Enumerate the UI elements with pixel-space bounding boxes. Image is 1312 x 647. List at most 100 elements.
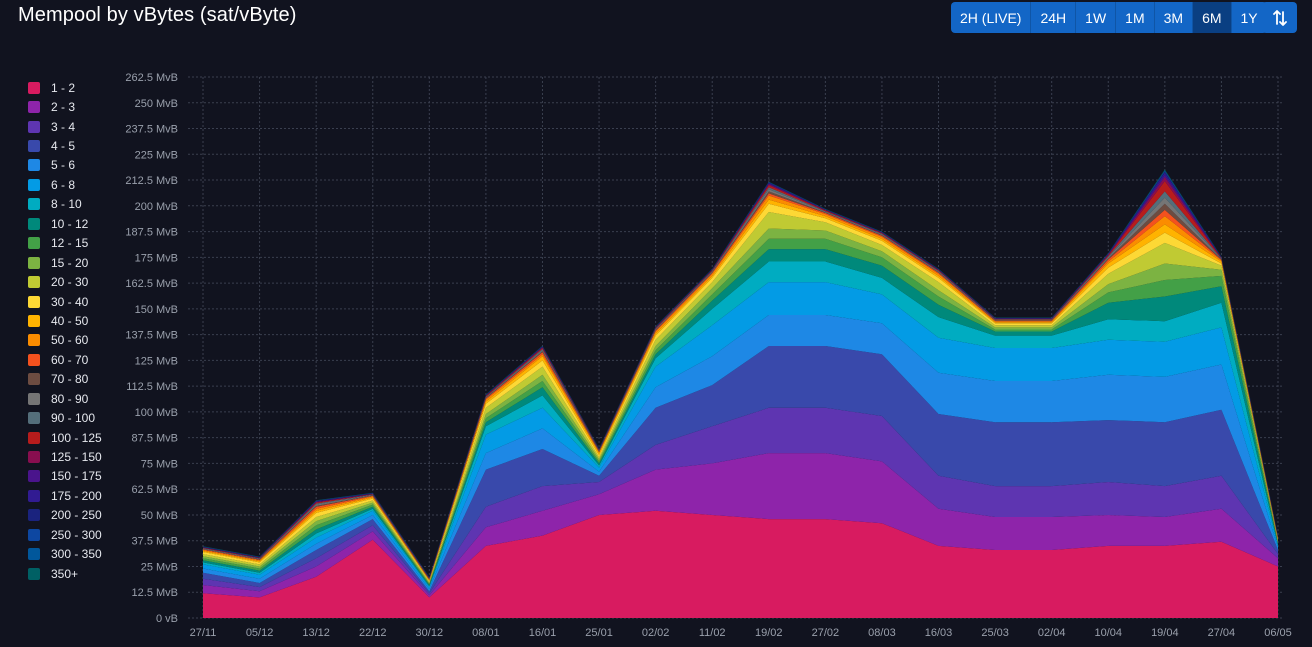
legend-item[interactable]: 200 - 250 — [28, 506, 102, 525]
legend-label: 5 - 6 — [51, 158, 76, 173]
legend-item[interactable]: 70 - 80 — [28, 370, 102, 389]
legend-label: 50 - 60 — [51, 333, 89, 348]
x-tick-label: 22/12 — [359, 627, 387, 639]
range-button-24h[interactable]: 24H — [1031, 2, 1077, 33]
range-button-2h-live[interactable]: 2H (LIVE) — [951, 2, 1032, 33]
area-series-10-12 — [203, 249, 1278, 587]
y-tick-label: 200 MvB — [135, 201, 178, 213]
area-series-5-6 — [203, 315, 1278, 592]
legend-swatch — [28, 392, 40, 405]
legend-item[interactable]: 30 - 40 — [28, 292, 102, 311]
range-button-1m[interactable]: 1M — [1116, 2, 1155, 33]
legend-item[interactable]: 2 - 3 — [28, 97, 102, 116]
legend-label: 300 - 350 — [51, 547, 102, 562]
legend-swatch — [28, 451, 40, 464]
y-tick-label: 137.5 MvB — [125, 330, 178, 342]
legend-item[interactable]: 150 - 175 — [28, 467, 102, 486]
y-tick-label: 87.5 MvB — [132, 433, 178, 445]
range-button-1y[interactable]: 1Y — [1231, 2, 1267, 33]
legend-item[interactable]: 3 - 4 — [28, 117, 102, 136]
legend-label: 8 - 10 — [51, 197, 82, 212]
legend-item[interactable]: 1 - 2 — [28, 78, 102, 97]
y-tick-label: 25 MvB — [141, 561, 178, 573]
legend-swatch — [28, 489, 40, 502]
legend-item[interactable]: 40 - 50 — [28, 311, 102, 330]
y-tick-label: 150 MvB — [135, 304, 178, 316]
chart-title: Mempool by vBytes (sat/vByte) — [18, 4, 297, 26]
y-tick-label: 162.5 MvB — [125, 278, 178, 290]
legend-label: 350+ — [51, 566, 79, 581]
y-tick-label: 112.5 MvB — [126, 381, 178, 393]
x-tick-label: 27/04 — [1208, 627, 1236, 639]
range-button-1w[interactable]: 1W — [1076, 2, 1117, 33]
legend-swatch — [28, 256, 40, 269]
legend-item[interactable]: 50 - 60 — [28, 331, 102, 350]
legend-swatch — [28, 567, 40, 580]
legend-item[interactable]: 4 - 5 — [28, 136, 102, 155]
legend-item[interactable]: 300 - 350 — [28, 545, 102, 564]
legend-item[interactable]: 20 - 30 — [28, 272, 102, 291]
legend-item[interactable]: 80 - 90 — [28, 389, 102, 408]
x-tick-label: 02/02 — [642, 627, 670, 639]
swap-vertical-icon — [1272, 9, 1287, 26]
legend-item[interactable]: 250 - 300 — [28, 525, 102, 544]
legend-swatch — [28, 373, 40, 386]
x-tick-label: 06/05 — [1264, 627, 1292, 639]
legend-label: 200 - 250 — [51, 508, 102, 523]
legend-item[interactable]: 12 - 15 — [28, 234, 102, 253]
range-button-3m[interactable]: 3M — [1154, 2, 1194, 33]
legend-label: 70 - 80 — [51, 372, 89, 387]
range-button-6m[interactable]: 6M — [1193, 2, 1232, 33]
legend-label: 4 - 5 — [51, 139, 76, 154]
legend-label: 12 - 15 — [51, 236, 89, 251]
y-tick-label: 100 MvB — [135, 407, 178, 419]
x-tick-label: 11/02 — [699, 627, 726, 639]
legend-item[interactable]: 8 - 10 — [28, 195, 102, 214]
y-tick-label: 262.5 MvB — [125, 72, 178, 84]
legend-item[interactable]: 15 - 20 — [28, 253, 102, 272]
area-series-2-3 — [203, 453, 1278, 598]
legend-label: 10 - 12 — [51, 216, 89, 231]
legend-swatch — [28, 295, 40, 308]
x-tick-label: 16/01 — [529, 627, 557, 639]
legend-label: 90 - 100 — [51, 411, 96, 426]
x-tick-label: 19/02 — [755, 627, 783, 639]
legend-label: 175 - 200 — [51, 488, 102, 503]
x-tick-label: 08/03 — [868, 627, 896, 639]
toggle-view-button[interactable] — [1262, 2, 1297, 33]
legend-swatch — [28, 120, 40, 133]
legend-label: 6 - 8 — [51, 177, 76, 192]
legend-label: 30 - 40 — [51, 294, 89, 309]
legend-item[interactable]: 100 - 125 — [28, 428, 102, 447]
legend-swatch — [28, 159, 40, 172]
y-tick-label: 75 MvB — [141, 458, 178, 470]
legend-swatch — [28, 314, 40, 327]
legend-item[interactable]: 10 - 12 — [28, 214, 102, 233]
legend-item[interactable]: 90 - 100 — [28, 408, 102, 427]
legend-swatch — [28, 334, 40, 347]
legend-swatch — [28, 509, 40, 522]
x-tick-label: 27/11 — [190, 627, 217, 639]
area-series-20-30 — [203, 212, 1278, 583]
legend-label: 1 - 2 — [51, 80, 76, 95]
legend-swatch — [28, 198, 40, 211]
y-tick-label: 175 MvB — [135, 252, 178, 264]
legend-item[interactable]: 125 - 150 — [28, 447, 102, 466]
area-series-1-2 — [203, 510, 1278, 618]
legend-item[interactable]: 60 - 70 — [28, 350, 102, 369]
legend-swatch — [28, 237, 40, 250]
legend-item[interactable]: 6 - 8 — [28, 175, 102, 194]
y-tick-label: 250 MvB — [135, 98, 178, 110]
x-tick-label: 25/03 — [981, 627, 1009, 639]
legend-label: 150 - 175 — [51, 469, 102, 484]
legend-item[interactable]: 5 - 6 — [28, 156, 102, 175]
legend-item[interactable]: 175 - 200 — [28, 486, 102, 505]
legend-label: 15 - 20 — [51, 255, 89, 270]
legend-swatch — [28, 81, 40, 94]
legend-swatch — [28, 470, 40, 483]
legend-item[interactable]: 350+ — [28, 564, 102, 583]
legend-label: 60 - 70 — [51, 352, 89, 367]
legend-label: 100 - 125 — [51, 430, 102, 445]
x-tick-label: 02/04 — [1038, 627, 1066, 639]
